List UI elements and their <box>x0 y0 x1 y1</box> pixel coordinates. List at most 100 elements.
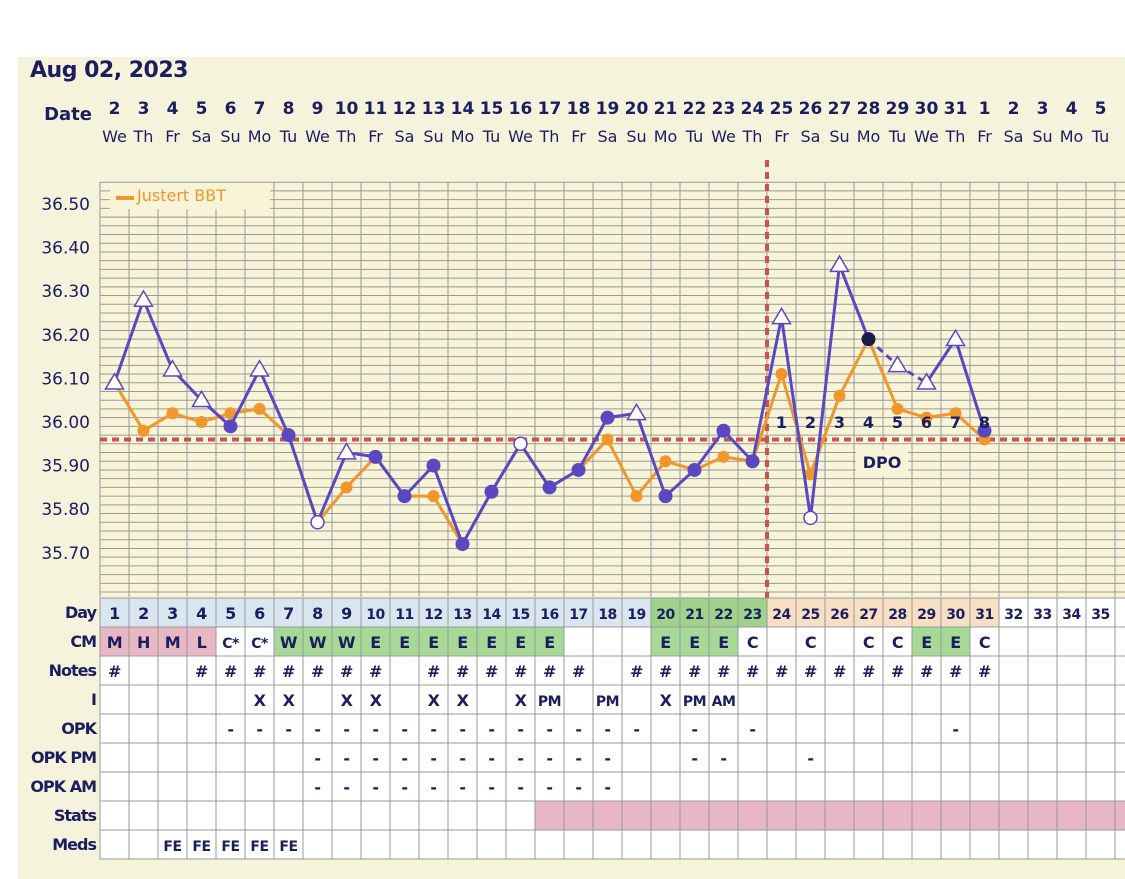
series-line-segment <box>809 395 841 475</box>
table-cell <box>737 800 768 831</box>
dpo-number: 1 <box>776 413 787 432</box>
table-cell <box>389 800 420 831</box>
table-cell <box>1027 829 1058 860</box>
table-cell <box>273 655 304 686</box>
date-number: 24 <box>741 99 765 119</box>
weekday-label: We <box>711 127 736 146</box>
date-number: 8 <box>283 99 295 119</box>
cell-day: 15 <box>511 607 529 623</box>
data-point <box>717 450 730 463</box>
row-label: Meds <box>52 835 96 854</box>
table-cell <box>592 829 623 860</box>
cell-opkam: - <box>401 778 407 797</box>
y-tick-label: 35.70 <box>41 544 90 564</box>
cell-day: 14 <box>482 607 501 623</box>
table-cell <box>853 771 884 802</box>
table-cell <box>157 684 188 715</box>
series-line-segment <box>606 438 638 497</box>
cell-day: 10 <box>366 607 385 623</box>
page-title: Aug 02, 2023 <box>30 58 188 83</box>
table-cell <box>882 626 913 657</box>
cell-notes: # <box>427 662 440 681</box>
cell-day: 19 <box>627 607 645 623</box>
weekday-label: Th <box>336 127 357 146</box>
table-cell <box>621 597 652 628</box>
cell-day: 20 <box>656 607 675 623</box>
cell-cm: E <box>370 633 380 652</box>
table-cell <box>766 742 797 773</box>
dpo-number: 8 <box>979 413 990 432</box>
cell-opk: - <box>227 720 233 739</box>
row-day <box>99 597 1125 628</box>
table-cell <box>882 742 913 773</box>
cell-notes: # <box>630 662 643 681</box>
table-cell <box>99 626 130 657</box>
table-cell <box>1056 713 1087 744</box>
table-cell <box>563 655 594 686</box>
cell-opk: - <box>691 720 697 739</box>
series-line-segment <box>432 465 464 545</box>
table-cell <box>998 713 1029 744</box>
data-point <box>571 462 586 477</box>
cell-cm: C <box>863 633 874 652</box>
cell-notes: # <box>891 662 904 681</box>
cell-notes: # <box>195 662 208 681</box>
series-line-segment <box>577 416 609 471</box>
table-cell <box>360 713 391 744</box>
table-cell <box>650 713 681 744</box>
table-cell <box>128 655 159 686</box>
table-cell <box>476 829 507 860</box>
data-point <box>542 480 557 495</box>
date-number: 14 <box>451 99 475 119</box>
table-cell <box>737 626 768 657</box>
table-cell <box>215 655 246 686</box>
cell-day: 8 <box>312 604 323 623</box>
table-cell <box>447 800 478 831</box>
data-point <box>166 407 179 420</box>
table-cell <box>273 800 304 831</box>
table-cell <box>1027 771 1058 802</box>
series-line-segment <box>751 373 783 462</box>
cell-opkpm: - <box>459 749 465 768</box>
table-cell <box>1056 829 1087 860</box>
table-cell <box>505 800 536 831</box>
cell-cm: E <box>515 633 525 652</box>
row-opkam <box>99 771 1125 802</box>
cell-opkam: - <box>314 778 320 797</box>
row-label: OPK AM <box>30 777 96 796</box>
cell-notes: # <box>456 662 469 681</box>
date-number: 28 <box>857 99 881 119</box>
cell-i: X <box>283 691 296 710</box>
row-label: OPK PM <box>31 748 96 767</box>
data-point <box>687 462 702 477</box>
cell-opk: - <box>952 720 958 739</box>
table-cell <box>1085 597 1116 628</box>
legend <box>110 183 270 209</box>
cell-notes: # <box>775 662 788 681</box>
table-cell <box>882 713 913 744</box>
table-cell <box>99 771 130 802</box>
table-cell <box>418 742 449 773</box>
table-cell <box>1114 829 1125 860</box>
row-label: OPK <box>61 719 97 738</box>
cell-cm: M <box>165 633 180 652</box>
cell-notes: # <box>543 662 556 681</box>
cell-opkpm: - <box>575 749 581 768</box>
row-opkpm <box>99 742 1125 773</box>
table-cell <box>99 713 130 744</box>
series-line-segment <box>229 368 261 428</box>
table-cell <box>824 742 855 773</box>
cell-day: 17 <box>569 607 587 623</box>
table-cell <box>128 742 159 773</box>
date-number: 19 <box>596 99 620 119</box>
data-point-open <box>310 515 325 530</box>
data-point <box>137 424 150 437</box>
data-point <box>891 402 904 415</box>
table-cell <box>360 597 391 628</box>
series-line-segment <box>838 338 870 397</box>
table-cell <box>476 684 507 715</box>
cell-day: 35 <box>1091 607 1109 623</box>
table-cell <box>1027 800 1058 831</box>
series-line-segment <box>867 338 899 410</box>
cell-meds: FE <box>192 839 210 855</box>
